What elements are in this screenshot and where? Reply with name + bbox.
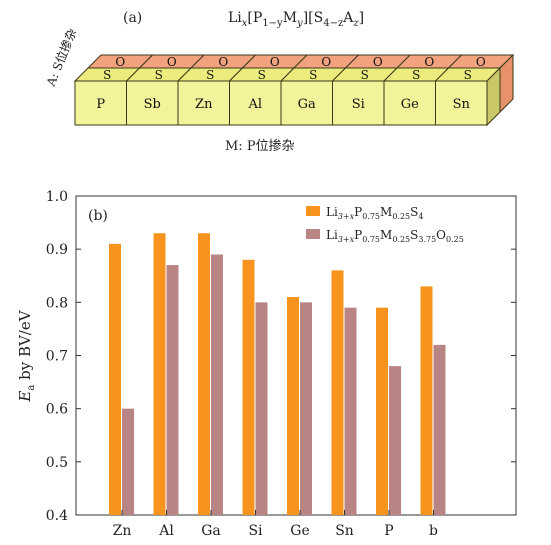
bar-series-1 bbox=[242, 259, 255, 515]
panel-b-label: (b) bbox=[88, 208, 108, 224]
front-block-label: Zn bbox=[195, 97, 213, 112]
top-block-label: O bbox=[424, 55, 434, 69]
bar-series-2 bbox=[211, 254, 223, 515]
mid-block-label: S bbox=[464, 68, 472, 82]
y-tick-label: 0.8 bbox=[46, 295, 68, 311]
panel-a-label: (a) bbox=[123, 10, 142, 26]
legend-entry-2: Li3+xP0.75M0.25S3.75O0.25 bbox=[326, 228, 464, 244]
top-block-label: O bbox=[321, 55, 331, 69]
front-block-label: Sn bbox=[453, 97, 471, 112]
front-block-label: P bbox=[96, 97, 105, 112]
mid-block-label: S bbox=[361, 68, 369, 82]
y-axis-label: Ea by BV/eV bbox=[16, 309, 37, 402]
front-block-label: Si bbox=[352, 97, 365, 112]
bar-series-2 bbox=[255, 302, 268, 515]
front-block-label: Ge bbox=[401, 97, 419, 112]
x-tick-label: P bbox=[384, 523, 393, 539]
bar-series-1 bbox=[109, 243, 121, 515]
x-tick-label: Ge bbox=[290, 523, 309, 539]
block-right-side-top bbox=[499, 53, 514, 114]
mid-block-label: S bbox=[309, 68, 317, 82]
top-block-label: O bbox=[476, 55, 486, 69]
front-block bbox=[74, 80, 127, 126]
bar-series-2 bbox=[433, 344, 446, 515]
mid-block-label: S bbox=[412, 68, 420, 82]
bar-series-2 bbox=[344, 307, 357, 515]
x-tick-label: Ga bbox=[201, 523, 221, 539]
legend: Li3+xP0.75M0.25S4 Li3+xP0.75M0.25S3.75O0… bbox=[306, 205, 464, 244]
bar-series-1 bbox=[331, 270, 344, 515]
legend-entry-1: Li3+xP0.75M0.25S4 bbox=[326, 205, 423, 221]
mid-block-label: S bbox=[155, 68, 163, 82]
top-block-label: O bbox=[115, 55, 125, 69]
front-block-label: Sb bbox=[144, 97, 161, 112]
top-block-label: O bbox=[373, 55, 383, 69]
bar-series-2 bbox=[300, 302, 312, 515]
y-axis-ticks: 0.4 0.5 0.6 0.7 0.8 0.9 1.0 bbox=[46, 189, 516, 524]
top-block-label: O bbox=[270, 55, 280, 69]
bar-series-1 bbox=[376, 307, 388, 515]
bar-series-2 bbox=[122, 408, 134, 515]
panel-a: (a) Lix[P1−yMy][S4−zAz] A: S位掺杂 OSPOSSbO… bbox=[42, 10, 515, 154]
front-block bbox=[332, 80, 385, 126]
front-block bbox=[177, 80, 230, 126]
legend-swatch-1 bbox=[306, 206, 320, 216]
y-tick-label: 0.9 bbox=[46, 242, 68, 258]
y-tick-label: 0.6 bbox=[46, 402, 68, 418]
bar-series-1 bbox=[287, 297, 299, 515]
x-tick-label: b bbox=[429, 523, 438, 539]
bottom-label: M: P位掺杂 bbox=[225, 138, 295, 154]
front-block-label: Al bbox=[247, 97, 262, 112]
top-block-label: O bbox=[167, 55, 177, 69]
mid-block-label: S bbox=[206, 68, 214, 82]
x-tick-label: Sn bbox=[335, 523, 354, 539]
front-block bbox=[435, 80, 488, 126]
x-tick-label: Si bbox=[248, 523, 263, 539]
bar-series-2 bbox=[389, 366, 401, 515]
y-tick-label: 0.4 bbox=[46, 508, 68, 524]
mid-block-label: S bbox=[258, 68, 266, 82]
front-block bbox=[383, 80, 436, 126]
bars bbox=[109, 233, 446, 515]
legend-swatch-2 bbox=[306, 229, 320, 239]
panel-a-formula: Lix[P1−yMy][S4−zAz] bbox=[228, 10, 364, 29]
mid-block-label: S bbox=[103, 68, 111, 82]
x-tick-label: Zn bbox=[113, 523, 132, 539]
y-tick-label: 1.0 bbox=[46, 189, 68, 205]
side-label: A: S位掺杂 bbox=[42, 26, 79, 89]
front-block-label: Ga bbox=[298, 97, 316, 112]
top-block-label: O bbox=[218, 55, 228, 69]
bar-series-1 bbox=[153, 233, 166, 515]
y-tick-label: 0.5 bbox=[46, 455, 68, 471]
front-block bbox=[126, 80, 179, 126]
bar-series-2 bbox=[166, 265, 179, 515]
x-tick-label: Al bbox=[158, 523, 174, 539]
bar-series-1 bbox=[420, 286, 433, 515]
y-tick-label: 0.7 bbox=[46, 349, 68, 365]
bar-series-1 bbox=[198, 233, 210, 515]
